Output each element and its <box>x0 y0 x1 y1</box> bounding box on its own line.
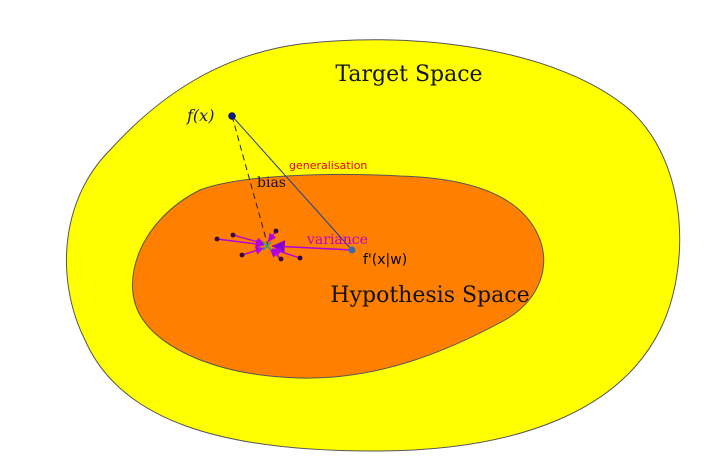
sample-point <box>273 228 279 234</box>
variance-arrow <box>232 234 266 246</box>
generalisation-line <box>231 115 353 251</box>
sample-point <box>278 256 284 262</box>
f-x-label: f(x) <box>186 106 214 125</box>
f-prime-point <box>348 246 356 254</box>
bias-label: bias <box>257 175 286 191</box>
sample-point <box>230 232 236 238</box>
bias-line <box>231 115 269 247</box>
variance-label: variance <box>306 232 368 248</box>
generalisation-label: generalisation <box>289 159 367 172</box>
sample-point <box>297 255 303 261</box>
variance-arrow-main <box>271 240 353 254</box>
target-space-label: Target Space <box>335 62 482 87</box>
center-point-marker <box>262 241 272 251</box>
variance-arrow <box>241 246 265 256</box>
f-prime-label: f'(x|w) <box>363 252 407 268</box>
hypothesis-space-label: Hypothesis Space <box>330 283 529 308</box>
f-x-point <box>228 112 236 120</box>
variance-arrow <box>271 247 301 259</box>
sample-point <box>239 252 245 258</box>
sample-points <box>214 228 303 262</box>
hypothesis-space-region <box>132 173 545 379</box>
sample-point <box>214 236 220 242</box>
